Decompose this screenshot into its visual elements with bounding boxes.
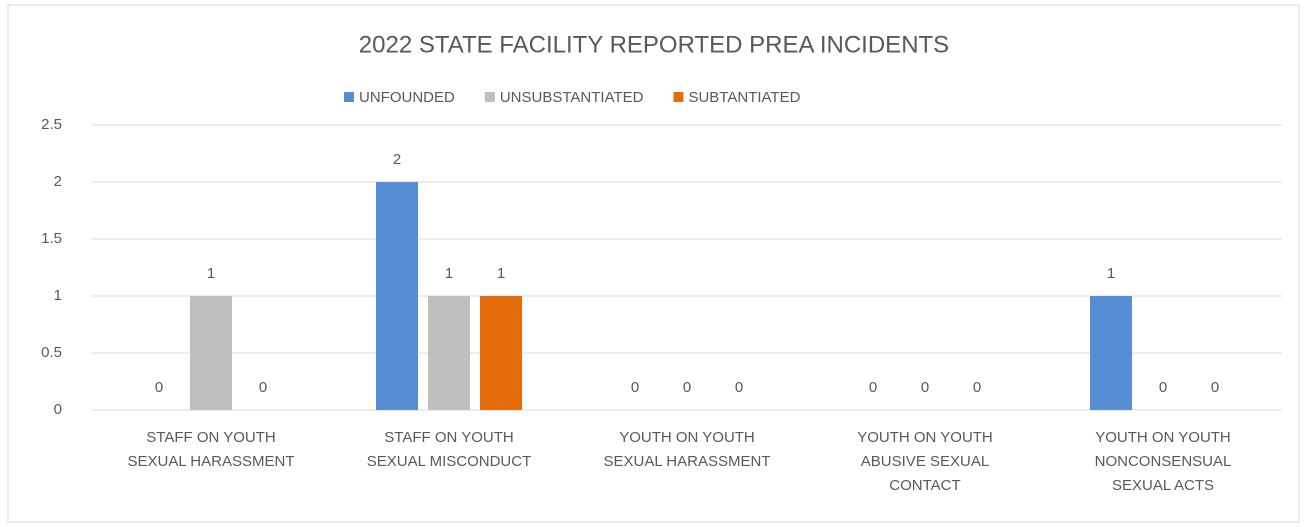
- y-tick-label: 1.5: [41, 230, 62, 247]
- legend-label: UNFOUNDED: [359, 89, 455, 106]
- x-tick-label: ABUSIVE SEXUAL: [861, 453, 989, 470]
- x-tick-label: SEXUAL MISCONDUCT: [367, 453, 531, 470]
- value-label: 2: [393, 151, 401, 168]
- chart-title: 2022 STATE FACILITY REPORTED PREA INCIDE…: [359, 31, 949, 58]
- x-tick-label: STAFF ON YOUTH: [384, 429, 513, 446]
- value-label: 0: [259, 379, 267, 396]
- y-tick-label: 0: [54, 401, 62, 418]
- bar: [428, 296, 470, 410]
- bar: [376, 182, 418, 410]
- x-tick-label: SEXUAL HARASSMENT: [128, 453, 295, 470]
- x-tick-label: YOUTH ON YOUTH: [619, 429, 755, 446]
- value-label: 1: [497, 265, 505, 282]
- x-tick-label: STAFF ON YOUTH: [146, 429, 275, 446]
- value-label: 0: [155, 379, 163, 396]
- y-tick-label: 0.5: [41, 344, 62, 361]
- y-tick-label: 1: [54, 287, 62, 304]
- y-tick-label: 2.5: [41, 116, 62, 133]
- x-tick-label: SEXUAL ACTS: [1112, 477, 1214, 494]
- bar: [1090, 296, 1132, 410]
- value-label: 1: [445, 265, 453, 282]
- value-label: 0: [921, 379, 929, 396]
- value-label: 0: [735, 379, 743, 396]
- chart-frame: [7, 4, 1300, 523]
- value-label: 0: [631, 379, 639, 396]
- legend-swatch: [484, 92, 495, 102]
- bar: [190, 296, 232, 410]
- legend-swatch: [673, 92, 684, 102]
- x-tick-label: NONCONSENSUAL: [1095, 453, 1232, 470]
- x-tick-label: CONTACT: [889, 477, 960, 494]
- value-label: 0: [973, 379, 981, 396]
- value-label: 0: [869, 379, 877, 396]
- legend-label: SUBTANTIATED: [688, 89, 800, 106]
- x-tick-label: YOUTH ON YOUTH: [857, 429, 993, 446]
- y-tick-label: 2: [54, 173, 62, 190]
- value-label: 1: [207, 265, 215, 282]
- value-label: 1: [1107, 265, 1115, 282]
- value-label: 0: [683, 379, 691, 396]
- x-tick-label: YOUTH ON YOUTH: [1095, 429, 1231, 446]
- x-tick-label: SEXUAL HARASSMENT: [604, 453, 771, 470]
- bar: [480, 296, 522, 410]
- legend-label: UNSUBSTANTIATED: [500, 89, 644, 106]
- value-label: 0: [1211, 379, 1219, 396]
- value-label: 0: [1159, 379, 1167, 396]
- legend-swatch: [344, 92, 354, 102]
